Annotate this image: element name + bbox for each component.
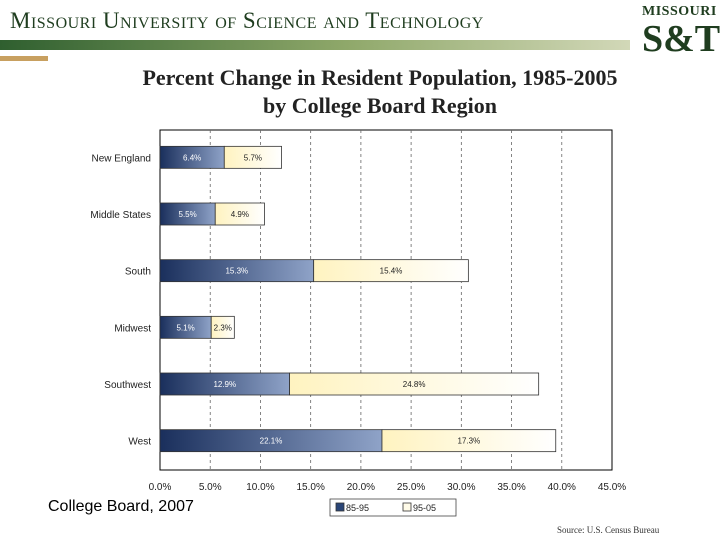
x-tick-label: 40.0% — [548, 482, 576, 493]
legend-label: 85-95 — [346, 503, 369, 513]
data-label: 24.8% — [403, 380, 426, 389]
data-label: 4.9% — [231, 210, 249, 219]
category-label: West — [128, 437, 151, 448]
logo-top-text: MISSOURI — [642, 4, 717, 19]
legend-label: 95-05 — [413, 503, 436, 513]
bar-95-05 — [289, 372, 540, 396]
data-label: 6.4% — [183, 153, 201, 162]
x-tick-label: 45.0% — [598, 482, 626, 493]
category-label: Midwest — [114, 323, 151, 334]
data-label: 5.1% — [176, 323, 194, 332]
data-label: 2.3% — [214, 323, 232, 332]
university-logo: MISSOURI S&T — [642, 4, 720, 62]
chart-title-line1: Percent Change in Resident Population, 1… — [142, 65, 618, 90]
x-tick-label: 30.0% — [447, 482, 475, 493]
data-label: 5.7% — [244, 153, 262, 162]
logo-main-text: S&T — [642, 18, 720, 60]
x-tick-label: 0.0% — [149, 482, 172, 493]
source-text: Source: U.S. Census Bureau — [557, 525, 660, 535]
x-tick-label: 35.0% — [497, 482, 525, 493]
category-label: New England — [92, 153, 151, 164]
bar-95-05 — [381, 429, 557, 453]
chart-title-line2: by College Board Region — [262, 93, 498, 118]
category-label: South — [125, 267, 151, 278]
header-bar — [0, 40, 630, 50]
bar-95-05 — [223, 145, 282, 169]
bar-95-05 — [210, 315, 235, 339]
bar-95-05 — [313, 259, 469, 283]
x-tick-label: 25.0% — [397, 482, 425, 493]
category-label: Middle States — [90, 210, 151, 221]
data-label: 5.5% — [179, 210, 197, 219]
data-label: 15.3% — [225, 267, 248, 276]
x-tick-label: 20.0% — [347, 482, 375, 493]
university-name: Missouri University of Science and Techn… — [10, 8, 484, 33]
data-label: 12.9% — [213, 380, 236, 389]
legend-box — [329, 498, 457, 517]
credit-text: College Board, 2007 — [48, 498, 194, 515]
x-tick-label: 15.0% — [296, 482, 324, 493]
data-label: 17.3% — [458, 437, 481, 446]
x-tick-label: 5.0% — [199, 482, 222, 493]
slide-header: Missouri University of Science and Techn… — [0, 0, 720, 64]
data-label: 15.4% — [380, 267, 403, 276]
header-accent-bar — [0, 56, 48, 61]
legend-swatch — [335, 502, 345, 512]
x-tick-label: 10.0% — [246, 482, 274, 493]
data-label: 22.1% — [260, 437, 283, 446]
bar-95-05 — [214, 202, 265, 226]
chart-title: Percent Change in Resident Population, 1… — [0, 64, 720, 120]
plot-area — [159, 129, 613, 471]
category-label: Southwest — [104, 380, 151, 391]
legend-swatch — [402, 502, 412, 512]
